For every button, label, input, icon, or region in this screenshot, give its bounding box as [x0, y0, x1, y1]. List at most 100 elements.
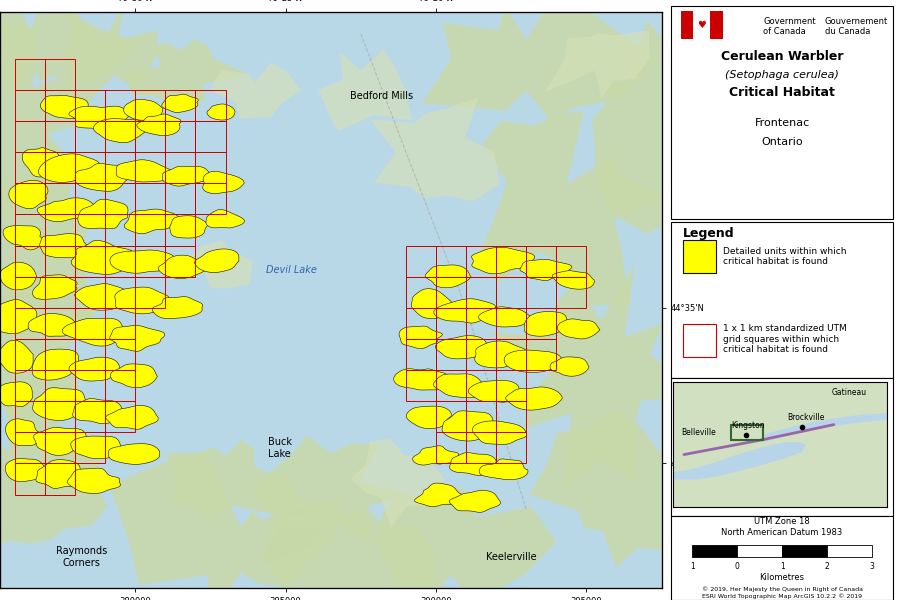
Polygon shape [108, 444, 159, 464]
Bar [76, 121, 105, 152]
Polygon shape [479, 459, 528, 479]
Bar [15, 401, 45, 433]
Polygon shape [434, 299, 496, 323]
Polygon shape [110, 326, 165, 352]
Polygon shape [33, 427, 86, 455]
Bar [406, 308, 436, 339]
Polygon shape [116, 160, 175, 182]
Text: (Setophaga cerulea): (Setophaga cerulea) [725, 70, 839, 80]
Text: Brockville: Brockville [788, 413, 824, 422]
Bar [15, 121, 45, 152]
Bar [15, 245, 45, 277]
Text: Government
of Canada: Government of Canada [763, 17, 816, 36]
Polygon shape [62, 318, 126, 346]
Bar [15, 308, 45, 339]
Bar [45, 152, 76, 183]
Bar [436, 308, 466, 339]
Polygon shape [210, 62, 302, 118]
Text: © 2019, Her Majesty the Queen in Right of Canada
ESRI World Topographic Map ArcG: © 2019, Her Majesty the Queen in Right o… [702, 587, 862, 599]
Bar [76, 339, 105, 370]
Polygon shape [64, 1, 158, 111]
Polygon shape [413, 446, 459, 465]
Polygon shape [425, 265, 471, 288]
Text: Keelerville: Keelerville [486, 552, 536, 562]
Polygon shape [94, 119, 148, 143]
Polygon shape [763, 413, 887, 442]
Bar [45, 339, 76, 370]
Polygon shape [545, 31, 650, 98]
Bar [436, 277, 466, 308]
Polygon shape [71, 241, 139, 274]
Text: Critical Habitat: Critical Habitat [729, 86, 835, 100]
Bar [45, 433, 76, 463]
Polygon shape [0, 340, 33, 373]
Bar [135, 90, 166, 121]
Bar [526, 245, 556, 277]
Bar [15, 370, 45, 401]
Bar [45, 277, 76, 308]
Polygon shape [0, 399, 108, 551]
Polygon shape [68, 106, 130, 128]
Polygon shape [399, 326, 442, 349]
Polygon shape [152, 296, 202, 319]
Polygon shape [206, 209, 245, 228]
Bar [135, 214, 166, 245]
Bar [436, 433, 466, 463]
Bar [496, 401, 526, 433]
Bar [45, 59, 76, 90]
Bar [15, 433, 45, 463]
Bar [692, 545, 737, 557]
Text: Kingston: Kingston [732, 421, 765, 430]
Bar [466, 308, 496, 339]
Bar [683, 240, 716, 273]
Polygon shape [474, 341, 526, 368]
Polygon shape [176, 240, 253, 289]
Bar [15, 214, 45, 245]
Polygon shape [202, 171, 244, 194]
Polygon shape [69, 357, 120, 381]
Bar [496, 277, 526, 308]
Bar [406, 339, 436, 370]
Polygon shape [0, 0, 142, 98]
Bar [105, 370, 135, 401]
Bar [15, 90, 45, 121]
Polygon shape [520, 259, 572, 281]
Polygon shape [319, 49, 412, 131]
Polygon shape [0, 382, 32, 407]
Polygon shape [0, 299, 37, 334]
Bar [105, 121, 135, 152]
Bar [15, 463, 45, 494]
Bar [195, 90, 226, 121]
Text: Devil Lake: Devil Lake [266, 265, 317, 275]
Bar [466, 245, 496, 277]
Polygon shape [449, 490, 500, 512]
Bar [671, 6, 893, 219]
Bar [166, 245, 195, 277]
Polygon shape [39, 154, 99, 182]
Polygon shape [162, 94, 198, 112]
Bar [15, 277, 45, 308]
Polygon shape [137, 114, 181, 136]
Text: ♥: ♥ [698, 20, 706, 30]
Bar [45, 183, 76, 214]
Bar [436, 401, 466, 433]
Polygon shape [75, 284, 127, 310]
Bar [76, 433, 105, 463]
Polygon shape [194, 249, 239, 272]
Polygon shape [40, 95, 88, 118]
Bar [45, 463, 76, 494]
Bar [671, 222, 893, 378]
Bar [496, 245, 526, 277]
Polygon shape [506, 387, 562, 410]
Bar [466, 433, 496, 463]
Polygon shape [411, 289, 451, 319]
Text: 1: 1 [690, 562, 695, 571]
Bar [526, 308, 556, 339]
Text: 2: 2 [824, 562, 829, 571]
Bar [556, 277, 586, 308]
Polygon shape [434, 374, 487, 398]
Polygon shape [73, 398, 122, 424]
Text: Kilometres: Kilometres [760, 574, 805, 583]
Polygon shape [40, 233, 89, 257]
Polygon shape [32, 275, 77, 299]
